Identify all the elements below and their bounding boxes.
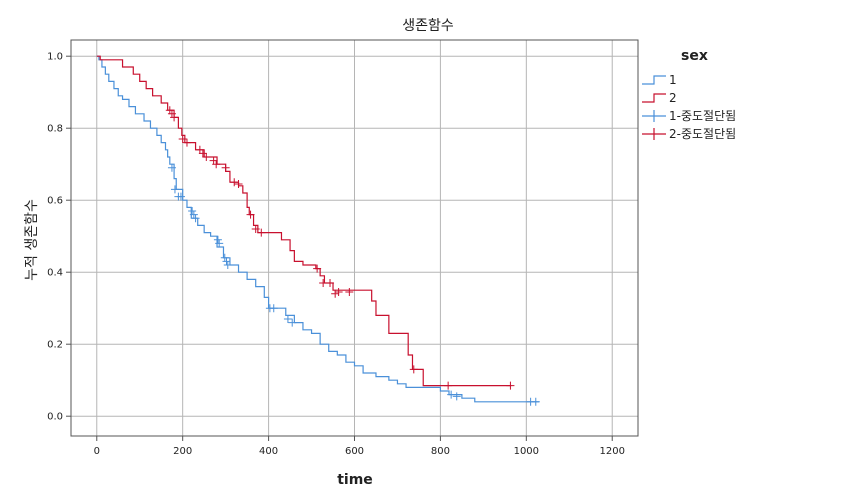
y-tick-label: 0.0 (47, 412, 63, 423)
censor-mark-1 (223, 261, 232, 269)
censor-mark-2 (170, 113, 179, 122)
censor-mark-1 (191, 214, 200, 223)
series-lines (96, 55, 540, 403)
censor-mark-1 (188, 207, 197, 215)
censor-mark-1 (447, 390, 456, 399)
y-tick-label: 1.0 (47, 52, 63, 63)
censor-mark-2 (246, 210, 255, 219)
censor-mark-2 (212, 160, 221, 169)
legend-label: 2 (669, 91, 677, 105)
censor-mark-2 (178, 135, 187, 143)
censor-mark-2 (326, 279, 335, 287)
censor-mark-1 (176, 192, 185, 201)
censor-mark-2 (506, 381, 515, 390)
legend-line-symbol (642, 93, 666, 103)
legend-line-symbol (642, 75, 666, 85)
censor-mark-2 (313, 264, 322, 273)
censor-mark-2 (409, 365, 418, 374)
censor-mark-2 (202, 153, 211, 161)
legend-title: sex (681, 48, 708, 64)
x-tick-label: 1200 (600, 446, 625, 457)
censor-mark-1 (215, 239, 224, 248)
censor-mark-2 (230, 178, 239, 187)
censor-mark-1 (189, 210, 198, 219)
censor-mark-2 (167, 109, 176, 118)
x-tick-label: 400 (259, 446, 278, 457)
censor-mark-1 (222, 257, 231, 266)
censor-mark-1 (283, 315, 292, 323)
censor-marks (165, 106, 540, 406)
y-tick-label: 0.8 (47, 124, 63, 135)
survival-line-1 (96, 55, 540, 403)
censor-mark-2 (319, 279, 328, 287)
legend-items: 1 2 1-중도절단됨 2-중도절단됨 (642, 73, 736, 141)
axis-ticks: 0 200 400 600 800 1000 1200 0.0 0.2 0.4 0.6 0.8 1.0 (47, 52, 625, 457)
x-tick-label: 200 (173, 446, 192, 457)
censor-mark-2 (234, 180, 243, 188)
x-tick-label: 800 (431, 446, 450, 457)
censor-mark-1 (452, 392, 461, 401)
grid (71, 40, 638, 436)
censor-mark-1 (213, 235, 222, 244)
chart-title: 생존함수 (402, 18, 454, 34)
x-axis-title: time (337, 472, 373, 488)
censor-mark-2 (444, 381, 453, 390)
censor-mark-2 (257, 228, 266, 237)
y-tick-label: 0.4 (47, 268, 63, 279)
x-tick-label: 1000 (514, 446, 539, 457)
censor-mark-2 (334, 288, 343, 296)
censor-mark-2 (331, 289, 340, 298)
legend-label: 1-중도절단됨 (669, 109, 736, 123)
censor-mark-2 (165, 106, 174, 115)
censor-mark-2 (251, 225, 260, 233)
censor-mark-2 (345, 288, 354, 296)
x-tick-label: 600 (345, 446, 364, 457)
censor-mark-1 (531, 397, 540, 406)
censor-mark-1 (167, 163, 176, 172)
censor-mark-1 (170, 185, 179, 194)
censor-mark-2 (182, 138, 191, 147)
censor-mark-1 (269, 304, 278, 313)
y-tick-label: 0.2 (47, 340, 63, 351)
y-axis-title: 누적 생존함수 (24, 199, 40, 281)
censor-mark-2 (221, 163, 230, 172)
censor-mark-1 (288, 318, 297, 327)
censor-mark-2 (198, 149, 207, 158)
legend-label: 1 (669, 73, 677, 87)
survival-line-2 (96, 55, 512, 387)
y-tick-label: 0.6 (47, 196, 63, 207)
x-tick-label: 0 (94, 446, 100, 457)
censor-mark-1 (220, 253, 229, 262)
legend: sex 1 2 1-중도절단됨 2-중도절단됨 (642, 48, 736, 141)
legend-label: 2-중도절단됨 (669, 127, 736, 141)
